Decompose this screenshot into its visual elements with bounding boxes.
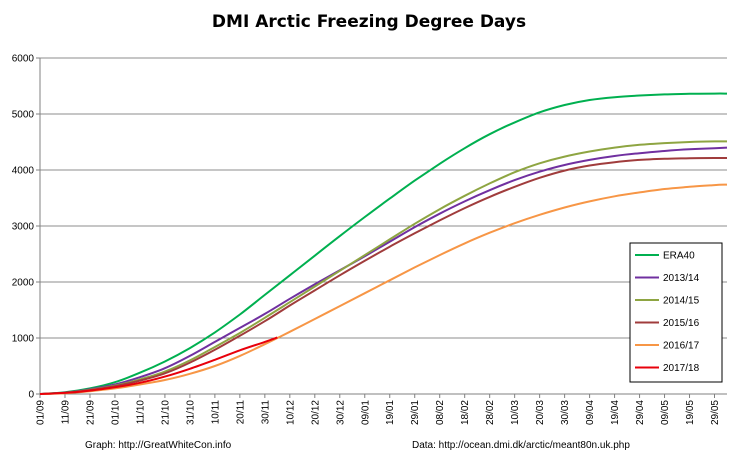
legend-label: 2013/14 <box>663 273 700 284</box>
x-tick-label: 18/02 <box>460 400 471 425</box>
legend-label: ERA40 <box>663 251 695 262</box>
x-tick-label: 19/01 <box>385 400 396 425</box>
x-tick-label: 31/10 <box>185 400 196 425</box>
x-tick-label: 19/04 <box>610 400 621 425</box>
x-tick-label: 30/12 <box>335 400 346 425</box>
legend-label: 2014/15 <box>663 296 700 307</box>
gridlines <box>40 57 727 339</box>
x-tick-label: 30/03 <box>560 400 571 425</box>
x-tick-label: 11/09 <box>60 400 71 425</box>
legend-label: 2016/17 <box>663 341 700 352</box>
x-tick-label: 21/09 <box>85 400 96 425</box>
series-line-era40 <box>39 92 728 395</box>
x-tick-label: 21/10 <box>160 400 171 425</box>
x-tick-label: 09/05 <box>660 400 671 425</box>
series-line-2014-15 <box>39 140 728 395</box>
y-tick-label: 6000 <box>12 54 35 65</box>
y-tick-label: 4000 <box>12 166 35 177</box>
x-tick-label: 28/02 <box>485 400 496 425</box>
x-tick-label: 20/03 <box>535 400 546 425</box>
x-tick-label: 01/10 <box>110 400 121 425</box>
x-tick-label: 09/01 <box>360 400 371 425</box>
x-tick-label: 29/01 <box>410 400 421 425</box>
x-tick-label: 20/11 <box>235 400 246 425</box>
x-tick-label: 19/05 <box>685 400 696 425</box>
y-tick-label: 2000 <box>12 278 35 289</box>
legend-box <box>629 242 723 383</box>
x-tick-label: 10/12 <box>285 400 296 425</box>
y-tick-label: 3000 <box>12 222 35 233</box>
y-tick-label: 1000 <box>12 334 35 345</box>
series-line-2016-17 <box>39 183 728 395</box>
series-line-2015-16 <box>39 156 728 395</box>
legend-label: 2017/18 <box>663 363 700 374</box>
y-tick-label: 5000 <box>12 110 35 121</box>
x-tick-label: 29/05 <box>710 400 721 425</box>
footer-source: Data: http://ocean.dmi.dk/arctic/meant80… <box>412 440 630 451</box>
series-lines <box>39 92 728 395</box>
footer-credit: Graph: http://GreatWhiteCon.info <box>85 440 232 451</box>
chart-title: DMI Arctic Freezing Degree Days <box>212 12 526 32</box>
y-axis: 0 1000 2000 3000 4000 5000 6000 <box>12 54 41 401</box>
legend-label: 2015/16 <box>663 318 700 329</box>
legend: ERA40 2013/14 2014/15 2015/16 2016/17 2017/18 <box>629 242 723 383</box>
x-tick-label: 08/02 <box>435 400 446 425</box>
x-tick-label: 11/10 <box>135 400 146 425</box>
series-line-2017-18 <box>39 336 278 395</box>
x-tick-label: 29/04 <box>635 400 646 425</box>
x-axis: 01/09 11/09 21/09 01/10 11/10 21/10 31/10 10/11… <box>36 393 727 425</box>
x-tick-label: 10/03 <box>510 400 521 425</box>
x-tick-label: 09/04 <box>585 400 596 425</box>
x-tick-label: 30/11 <box>260 400 271 425</box>
y-tick-label: 0 <box>28 390 34 401</box>
series-line-2013-14 <box>39 146 728 395</box>
x-tick-label: 10/11 <box>210 400 221 425</box>
x-tick-label: 20/12 <box>310 400 321 425</box>
x-tick-label: 01/09 <box>36 400 47 425</box>
